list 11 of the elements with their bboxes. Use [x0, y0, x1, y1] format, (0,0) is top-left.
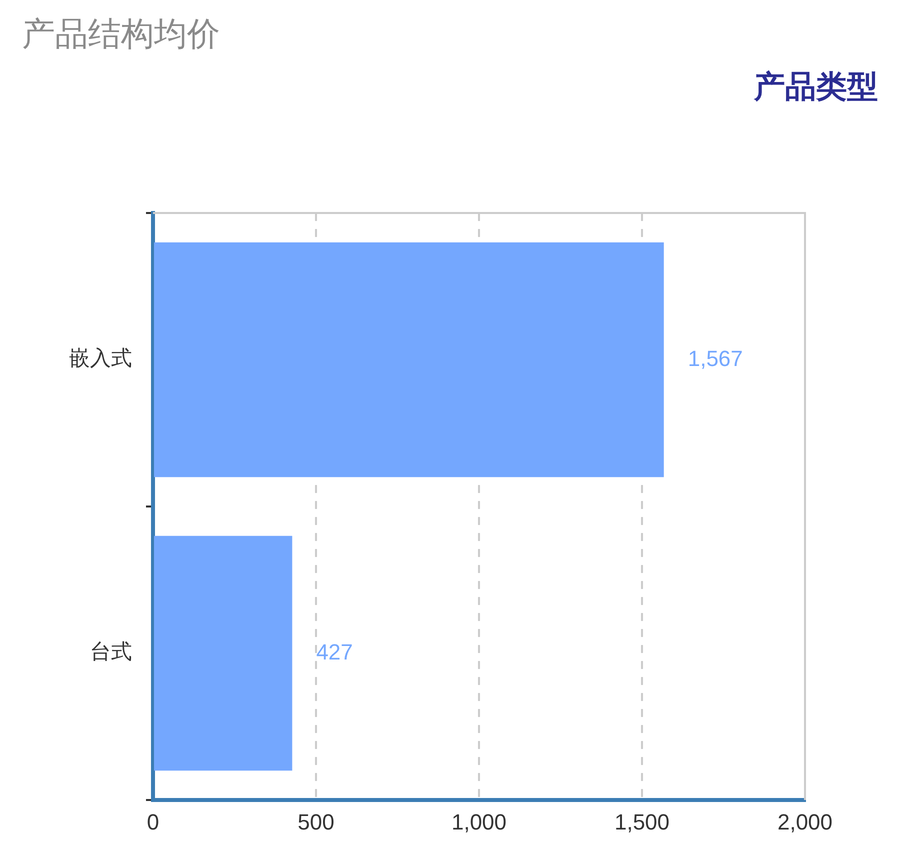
y-tick-label: 嵌入式	[69, 346, 132, 370]
data-label: 1,567	[688, 346, 743, 371]
y-axis-title: 产品类型	[754, 68, 878, 106]
data-label: 427	[316, 639, 353, 664]
x-tick-label: 0	[146, 809, 160, 834]
chart-title: 产品结构均价	[22, 14, 220, 54]
y-tick-label: 台式	[90, 640, 132, 664]
x-tick-label: 1,500	[614, 809, 670, 834]
x-tick-label: 500	[298, 809, 334, 834]
x-tick-label: 2,000	[777, 809, 833, 834]
x-tick-label: 1,000	[451, 809, 507, 834]
